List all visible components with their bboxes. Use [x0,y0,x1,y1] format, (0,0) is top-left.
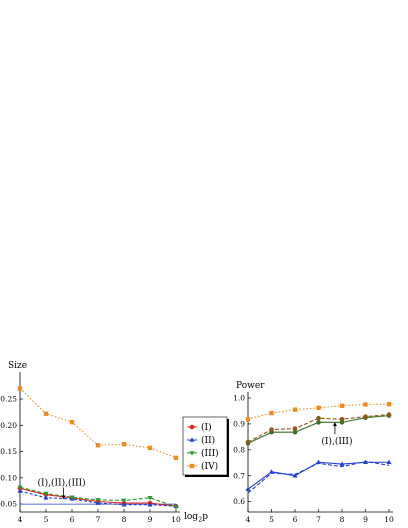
size-annotation: (I),(II),(III) [38,478,86,489]
size-xtick-label: 6 [70,515,75,524]
size-data-point [43,495,49,500]
power-series-line [247,460,390,494]
size-data-point [121,502,127,507]
size-data-point [147,502,153,507]
power-data-point [292,429,298,435]
power-data-point [316,420,321,425]
legend-label: (II) [201,435,215,446]
power-ytick-label: 0.6 [233,497,245,506]
power-ytick-label: 1.0 [233,394,245,403]
size-data-point [69,495,75,500]
power-xtick-label: 9 [363,515,368,524]
size-ytick-label: 0.20 [0,421,17,430]
size-ytick-label: 0.05 [0,500,17,509]
size-data-point [121,442,127,447]
size-data-point [147,496,153,501]
power-data-point [269,469,274,474]
legend-label: (I) [201,422,212,433]
size-data-point [17,485,23,490]
size-xlabel: log2p [184,512,208,524]
size-xtick-label: 8 [122,515,127,524]
size-ylabel: Size [8,361,27,371]
power-data-point [245,417,251,422]
power-ytick-label: 0.7 [233,471,245,480]
size-data-point [69,419,75,425]
power-annotation-arrowhead [332,422,337,427]
legend-marker [189,424,195,430]
power-data-point [386,412,392,417]
legend: (I) (II) (III) (IV) [182,416,229,477]
power-data-point [339,403,345,408]
legend-label: (IV) [201,461,218,472]
power-ylabel: Power [236,381,265,391]
power-data-point [245,486,251,491]
power-ytick-label: 0.9 [233,420,245,429]
size-xtick-label: 10 [171,515,181,524]
power-annotation: (I),(III) [321,436,352,447]
power-data-point [316,415,321,421]
power-data-point [339,416,345,422]
power-data-point [363,414,368,419]
size-data-point [17,488,23,493]
size-data-point [43,411,49,416]
size-data-point [147,445,153,451]
size-data-point [173,455,179,461]
power-xtick-label: 6 [293,515,298,524]
size-xtick-label: 4 [18,515,23,524]
power-data-point [339,461,345,466]
size-series-line [19,388,177,459]
power-data-point [245,439,251,445]
power-xtick-label: 4 [246,515,251,524]
size-data-point [95,500,101,505]
size-ytick-label: 0.15 [0,447,17,456]
power-chart: 0.6 0.7 0.8 0.9 1.0 4 5 6 7 8 9 10 Power (I),(III) [233,381,394,524]
size-xtick-label: 5 [44,515,49,524]
size-annotation-arrowhead [61,495,66,500]
power-data-point [292,426,298,431]
power-data-point [316,405,321,411]
size-ytick-label: 0.10 [0,473,17,482]
power-xtick-label: 10 [384,515,394,524]
power-xtick-label: 5 [269,515,274,524]
power-data-point [386,459,392,465]
legend-marker [189,437,195,442]
size-data-point [173,504,179,510]
legend-marker [189,463,195,469]
size-xtick-label: 9 [148,515,153,524]
legend-label: (III) [201,448,219,459]
size-data-point [95,443,101,448]
size-xtick-label: 7 [96,515,101,524]
size-data-point [95,498,101,503]
power-data-point [363,402,368,407]
power-data-point [269,410,274,416]
power-data-point [269,427,274,432]
power-ytick-label: 0.8 [233,445,245,454]
legend-marker [189,451,195,456]
power-xtick-label: 7 [316,515,321,524]
power-xtick-label: 8 [340,515,345,524]
power-data-point [386,402,392,407]
power-data-point [292,473,298,478]
size-data-point [17,386,23,391]
power-data-point [292,407,298,412]
size-data-point [43,491,49,497]
size-data-point [121,498,127,504]
size-chart: 0.05 0.10 0.15 0.20 0.25 4 5 6 7 8 9 10 Size log2p (I)… [0,361,208,524]
size-ytick-label: 0.25 [0,395,17,404]
